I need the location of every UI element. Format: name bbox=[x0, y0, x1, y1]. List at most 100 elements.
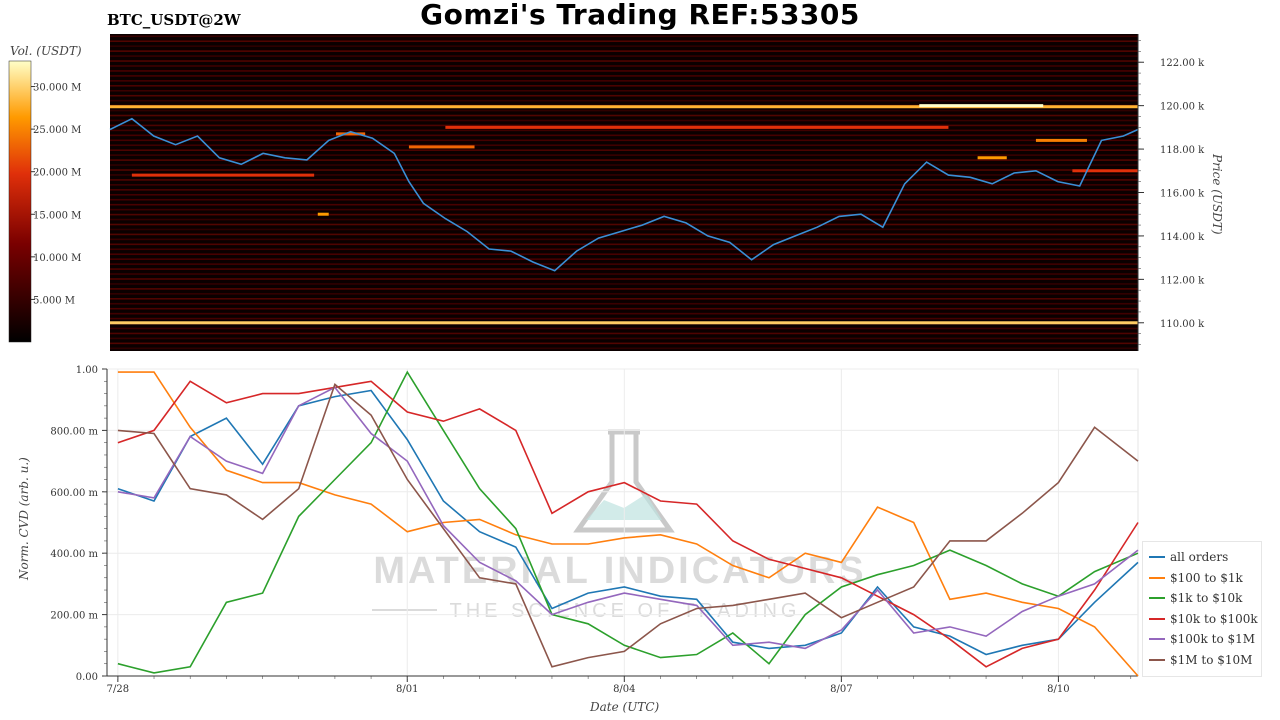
heatmap-stripe bbox=[110, 233, 1138, 236]
flask-liquid bbox=[586, 494, 662, 520]
legend-label: all orders bbox=[1170, 550, 1229, 564]
cvd-x-tick-label: 8/04 bbox=[613, 684, 635, 695]
legend-item: $1M to $10M bbox=[1149, 651, 1252, 669]
price-tick-label: 118.00 k bbox=[1160, 145, 1205, 156]
heatmap-stripe bbox=[110, 297, 1138, 300]
cvd-series-line bbox=[117, 386, 1139, 650]
liquidity-band bbox=[131, 173, 315, 177]
legend-item: $100k to $1M bbox=[1149, 630, 1255, 648]
price-tick-label: 116.00 k bbox=[1160, 189, 1205, 200]
price-line bbox=[109, 117, 1139, 272]
cvd-series-line bbox=[117, 383, 1139, 668]
heatmap-stripe bbox=[110, 184, 1138, 186]
heatmap-stripe bbox=[110, 164, 1138, 166]
cvd-series-line bbox=[117, 370, 1139, 674]
legend-label: $10k to $100k bbox=[1170, 611, 1258, 626]
legend-swatch bbox=[1149, 576, 1165, 579]
heatmap-stripe bbox=[110, 174, 1138, 176]
heatmap-stripe bbox=[110, 342, 1138, 345]
heatmap-stripe bbox=[110, 278, 1138, 280]
cvd-y-label: Norm. CVD (arb. u.) bbox=[17, 457, 31, 581]
legend-label: $1k to $10k bbox=[1170, 591, 1243, 605]
price-axis: 122.00 k 120.00 k 118.00 k 116.00 k 114.00 k… bbox=[1137, 34, 1205, 351]
cvd-x-label: Date (UTC) bbox=[589, 700, 659, 714]
liquidity-band bbox=[336, 132, 366, 136]
cvd-x-tick-label: 8/10 bbox=[1047, 684, 1069, 695]
heatmap-stripe bbox=[110, 119, 1138, 122]
colorbar-tick-label: 15.000 M bbox=[33, 210, 81, 221]
heatmap-stripe bbox=[110, 293, 1138, 295]
heatmap-stripe bbox=[110, 243, 1138, 246]
heatmap-stripe bbox=[110, 208, 1138, 211]
liquidity-band bbox=[110, 321, 1138, 325]
heatmap-stripe bbox=[110, 50, 1138, 52]
heatmap-stripe bbox=[110, 253, 1138, 256]
heatmap-stripe bbox=[110, 198, 1138, 201]
heatmap-stripe bbox=[110, 179, 1138, 181]
watermark-subtitle: THE SCIENCE OF TRADING bbox=[450, 600, 801, 622]
price-tick-label: 114.00 k bbox=[1160, 232, 1205, 243]
liquidity-band bbox=[110, 105, 1138, 109]
heatmap-stripe bbox=[110, 99, 1138, 102]
heatmap-stripe bbox=[110, 60, 1138, 62]
legend-swatch bbox=[1149, 597, 1165, 599]
cvd-y-tick-label: 800.00 m bbox=[50, 426, 98, 437]
heatmap-stripe bbox=[110, 337, 1138, 340]
heatmap-stripe bbox=[110, 70, 1138, 72]
cvd-panel: MATERIAL INDICATORS THE SCIENCE OF TRADIN… bbox=[50, 365, 1139, 695]
heatmap-stripe bbox=[110, 169, 1138, 171]
heatmap-stripe bbox=[110, 154, 1138, 156]
legend-swatch bbox=[1149, 617, 1165, 620]
heatmap-stripe bbox=[110, 268, 1138, 270]
legend-item: $100 to $1k bbox=[1149, 569, 1243, 587]
liquidity-band bbox=[1072, 169, 1138, 173]
cvd-x-tick-label: 7/28 bbox=[107, 684, 129, 695]
symbol-label: BTC_USDT@2W bbox=[107, 11, 241, 29]
heatmap-stripe bbox=[110, 159, 1138, 161]
heatmap-stripe bbox=[110, 94, 1138, 97]
heatmap-stripe bbox=[110, 283, 1138, 285]
cvd-y-tick-label: 1.00 bbox=[76, 365, 98, 376]
price-tick-label: 120.00 k bbox=[1160, 102, 1205, 113]
heatmap-stripe bbox=[110, 40, 1138, 43]
colorbar bbox=[8, 60, 32, 343]
legend-item: all orders bbox=[1149, 548, 1228, 566]
heatmap-stripe bbox=[110, 134, 1138, 137]
cvd-x-tick-label: 8/07 bbox=[830, 684, 852, 695]
cvd-y-tick-label: 200.00 m bbox=[50, 611, 98, 622]
legend-swatch bbox=[1149, 556, 1165, 558]
legend-label: $100k to $1M bbox=[1170, 632, 1256, 646]
price-tick-label: 112.00 k bbox=[1160, 275, 1205, 286]
cvd-plot-area bbox=[106, 368, 1139, 677]
heatmap-stripe bbox=[110, 75, 1138, 77]
heatmap-stripe bbox=[110, 263, 1138, 265]
cvd-y-tick-label: 0.00 bbox=[76, 672, 98, 683]
cvd-y-tick-label: 400.00 m bbox=[50, 549, 98, 560]
heatmap-stripe bbox=[110, 189, 1138, 191]
heatmap-stripe bbox=[110, 129, 1138, 132]
legend-item: $10k to $100k bbox=[1149, 610, 1258, 628]
legend-label: $100 to $1k bbox=[1170, 570, 1243, 585]
heatmap-stripe bbox=[110, 89, 1138, 92]
price-axis-label: Price (USDT) bbox=[1210, 153, 1224, 235]
heatmap-stripe bbox=[110, 223, 1138, 226]
liquidity-band bbox=[317, 212, 329, 216]
heatmap-panel bbox=[109, 34, 1139, 351]
heatmap-stripe bbox=[110, 248, 1138, 251]
heatmap-stripe bbox=[110, 149, 1138, 151]
colorbar-ticks: 30.000 M 25.000 M 20.000 M 15.000 M 10.000 M… bbox=[31, 83, 81, 306]
heatmap-stripe bbox=[110, 302, 1138, 305]
heatmap-stripe bbox=[110, 327, 1138, 330]
legend-label: $1M to $10M bbox=[1170, 652, 1253, 667]
liquidity-band bbox=[977, 156, 1007, 160]
colorbar-tick-label: 5.000 M bbox=[33, 295, 75, 306]
colorbar-tick-label: 10.000 M bbox=[33, 253, 81, 264]
legend-swatch bbox=[1149, 658, 1165, 661]
heatmap-stripe bbox=[110, 203, 1138, 206]
colorbar-tick-label: 25.000 M bbox=[33, 125, 81, 136]
heatmap-stripe bbox=[110, 317, 1138, 320]
heatmap-stripe bbox=[110, 312, 1138, 315]
heatmap-stripe bbox=[110, 218, 1138, 221]
heatmap-stripe bbox=[110, 109, 1138, 112]
liquidity-band bbox=[408, 145, 475, 149]
